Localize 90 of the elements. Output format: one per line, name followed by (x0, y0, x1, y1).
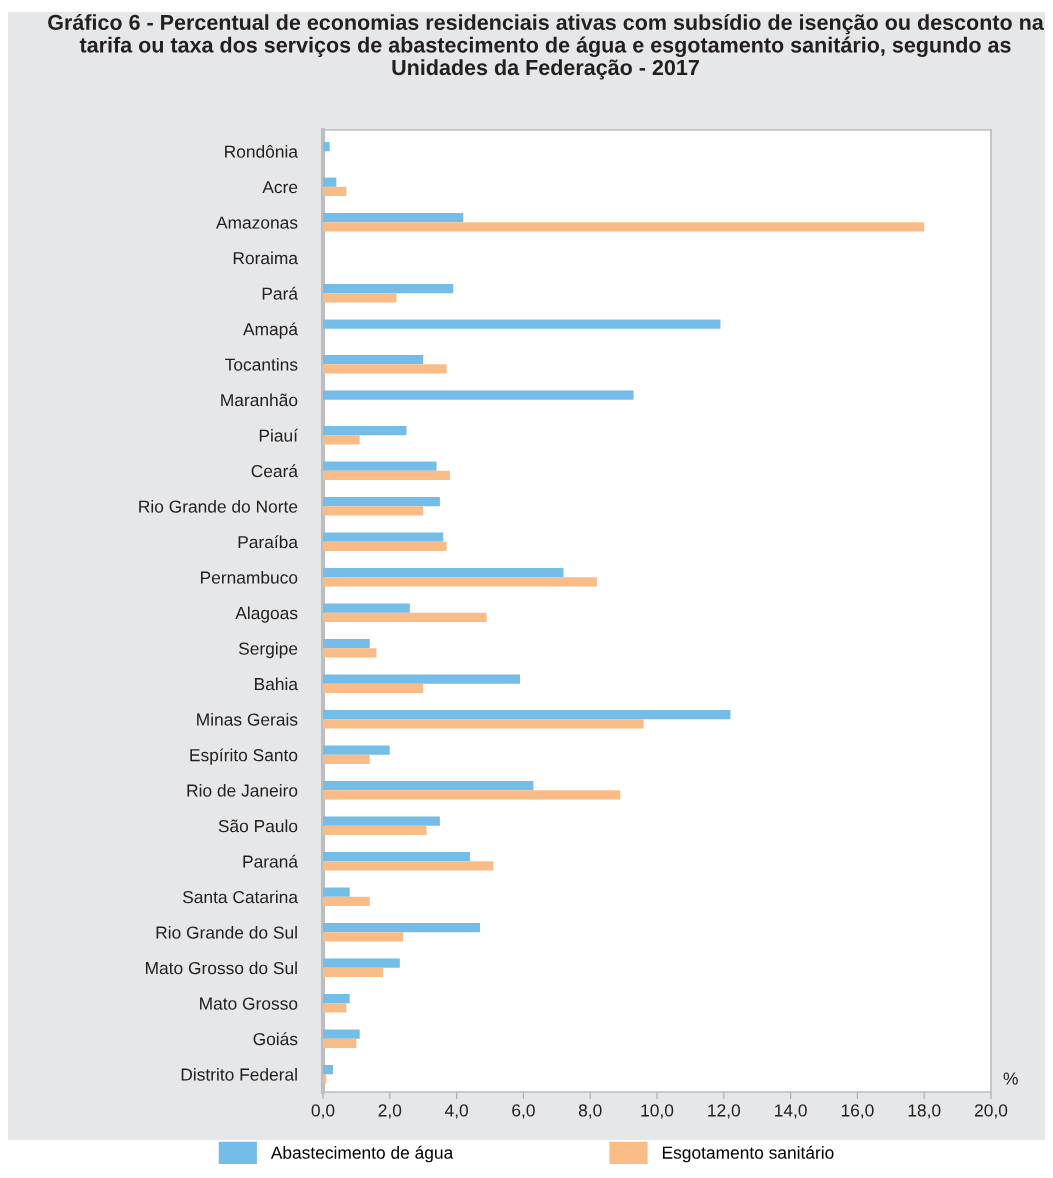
bar (323, 213, 464, 223)
bar (323, 683, 424, 693)
bar (323, 648, 377, 658)
bar (323, 293, 397, 303)
bar (323, 497, 440, 507)
y-tick-label: Santa Catarina (182, 890, 299, 904)
bar (323, 284, 454, 294)
x-tick-label: 20,0 (974, 1104, 1008, 1119)
y-tick-label: Ceará (251, 464, 298, 478)
bar (323, 887, 350, 897)
bar (323, 781, 534, 791)
bar (323, 186, 347, 197)
bar (323, 790, 621, 800)
bar (323, 1038, 357, 1048)
bar (323, 958, 400, 968)
bar (323, 1003, 347, 1013)
x-tick-label: 18,0 (908, 1104, 941, 1119)
y-tick-label: Rondônia (225, 144, 298, 158)
bar (323, 603, 410, 613)
y-tick-label: Minas Gerais (197, 712, 298, 726)
x-tick-label: 6,0 (512, 1104, 535, 1119)
bar (323, 896, 370, 906)
y-tick-label: Sergipe (238, 641, 298, 659)
y-tick-label: Amazonas (216, 216, 298, 229)
bar (323, 222, 925, 232)
x-tick-label: 0,0 (311, 1104, 335, 1119)
x-tick-label: 2,0 (378, 1104, 402, 1119)
bar (323, 506, 424, 516)
y-tick-label: Pará (262, 286, 298, 300)
bar (323, 355, 424, 365)
bar (323, 461, 437, 471)
bar (323, 825, 427, 835)
bar (323, 639, 370, 649)
legend-label: Esgotamento sanitário (662, 1145, 834, 1163)
bar (323, 435, 360, 445)
y-tick-label: Rio Grande do Norte (139, 499, 298, 513)
y-tick-label: Alagoas (235, 606, 298, 623)
bar (323, 852, 470, 862)
bar (323, 177, 337, 187)
y-tick-label: Piauí (259, 428, 298, 442)
x-tick-label: 10,0 (641, 1104, 674, 1119)
bar (323, 816, 440, 826)
bar (323, 745, 390, 755)
y-tick-label: Pernambuco (200, 570, 298, 584)
bar (323, 577, 597, 587)
bar (323, 364, 447, 374)
y-tick-label: Amapá (243, 322, 298, 339)
legend-label: Abastecimento de água (270, 1145, 454, 1163)
y-tick-label: Goiás (253, 1032, 298, 1046)
y-tick-label: Maranhão (221, 393, 298, 407)
bar (323, 754, 370, 764)
bar (323, 319, 721, 329)
bar (323, 532, 444, 542)
x-tick-label: 14,0 (775, 1104, 807, 1119)
chart-title: Gráfico 6 - Percentual de economias residenciais ativas com subsídio de isenção ou desconto na tarifa ou taxa dos serviços de abastecimento de água e esgotamento sanitário, segundo as Unidades da Federação - 2017 (48, 14, 1044, 80)
y-tick-label: Espírito Santo (190, 748, 298, 765)
bar (323, 568, 564, 578)
x-tick-label: 8,0 (578, 1104, 602, 1119)
bar (323, 967, 384, 977)
bar (323, 612, 487, 622)
bar (323, 541, 447, 552)
y-tick-label: Paraná (243, 854, 298, 868)
bar (323, 1029, 360, 1039)
bar (323, 994, 350, 1004)
bar (323, 1065, 334, 1075)
bar (323, 710, 731, 720)
x-tick-label: 16,0 (841, 1104, 874, 1119)
y-tick-label: Mato Grosso (200, 997, 298, 1010)
y-tick-label: Distrito Federal (181, 1067, 297, 1081)
bar (323, 426, 407, 436)
bar (323, 932, 404, 942)
y-tick-label: Rio de Janeiro (187, 783, 298, 797)
x-axis-title: % (1003, 1072, 1018, 1085)
y-tick-label: Roraima (233, 251, 298, 265)
y-tick-label: Bahia (255, 677, 298, 691)
y-tick-label: Mato Grosso do Sul (146, 961, 297, 975)
bar (323, 674, 521, 684)
bar (323, 861, 494, 871)
bar (323, 390, 634, 400)
bar (323, 142, 330, 152)
y-tick-label: Acre (262, 181, 298, 194)
y-tick-label: Tocantins (225, 358, 298, 371)
x-tick-label: 4,0 (444, 1104, 468, 1119)
bar (323, 923, 480, 933)
y-tick-label: Paraíba (238, 535, 298, 549)
x-tick-label: 12,0 (708, 1104, 741, 1119)
bar (323, 719, 644, 729)
y-tick-label: Rio Grande do Sul (156, 925, 297, 939)
bar (323, 470, 450, 481)
y-tick-label: São Paulo (218, 819, 298, 833)
